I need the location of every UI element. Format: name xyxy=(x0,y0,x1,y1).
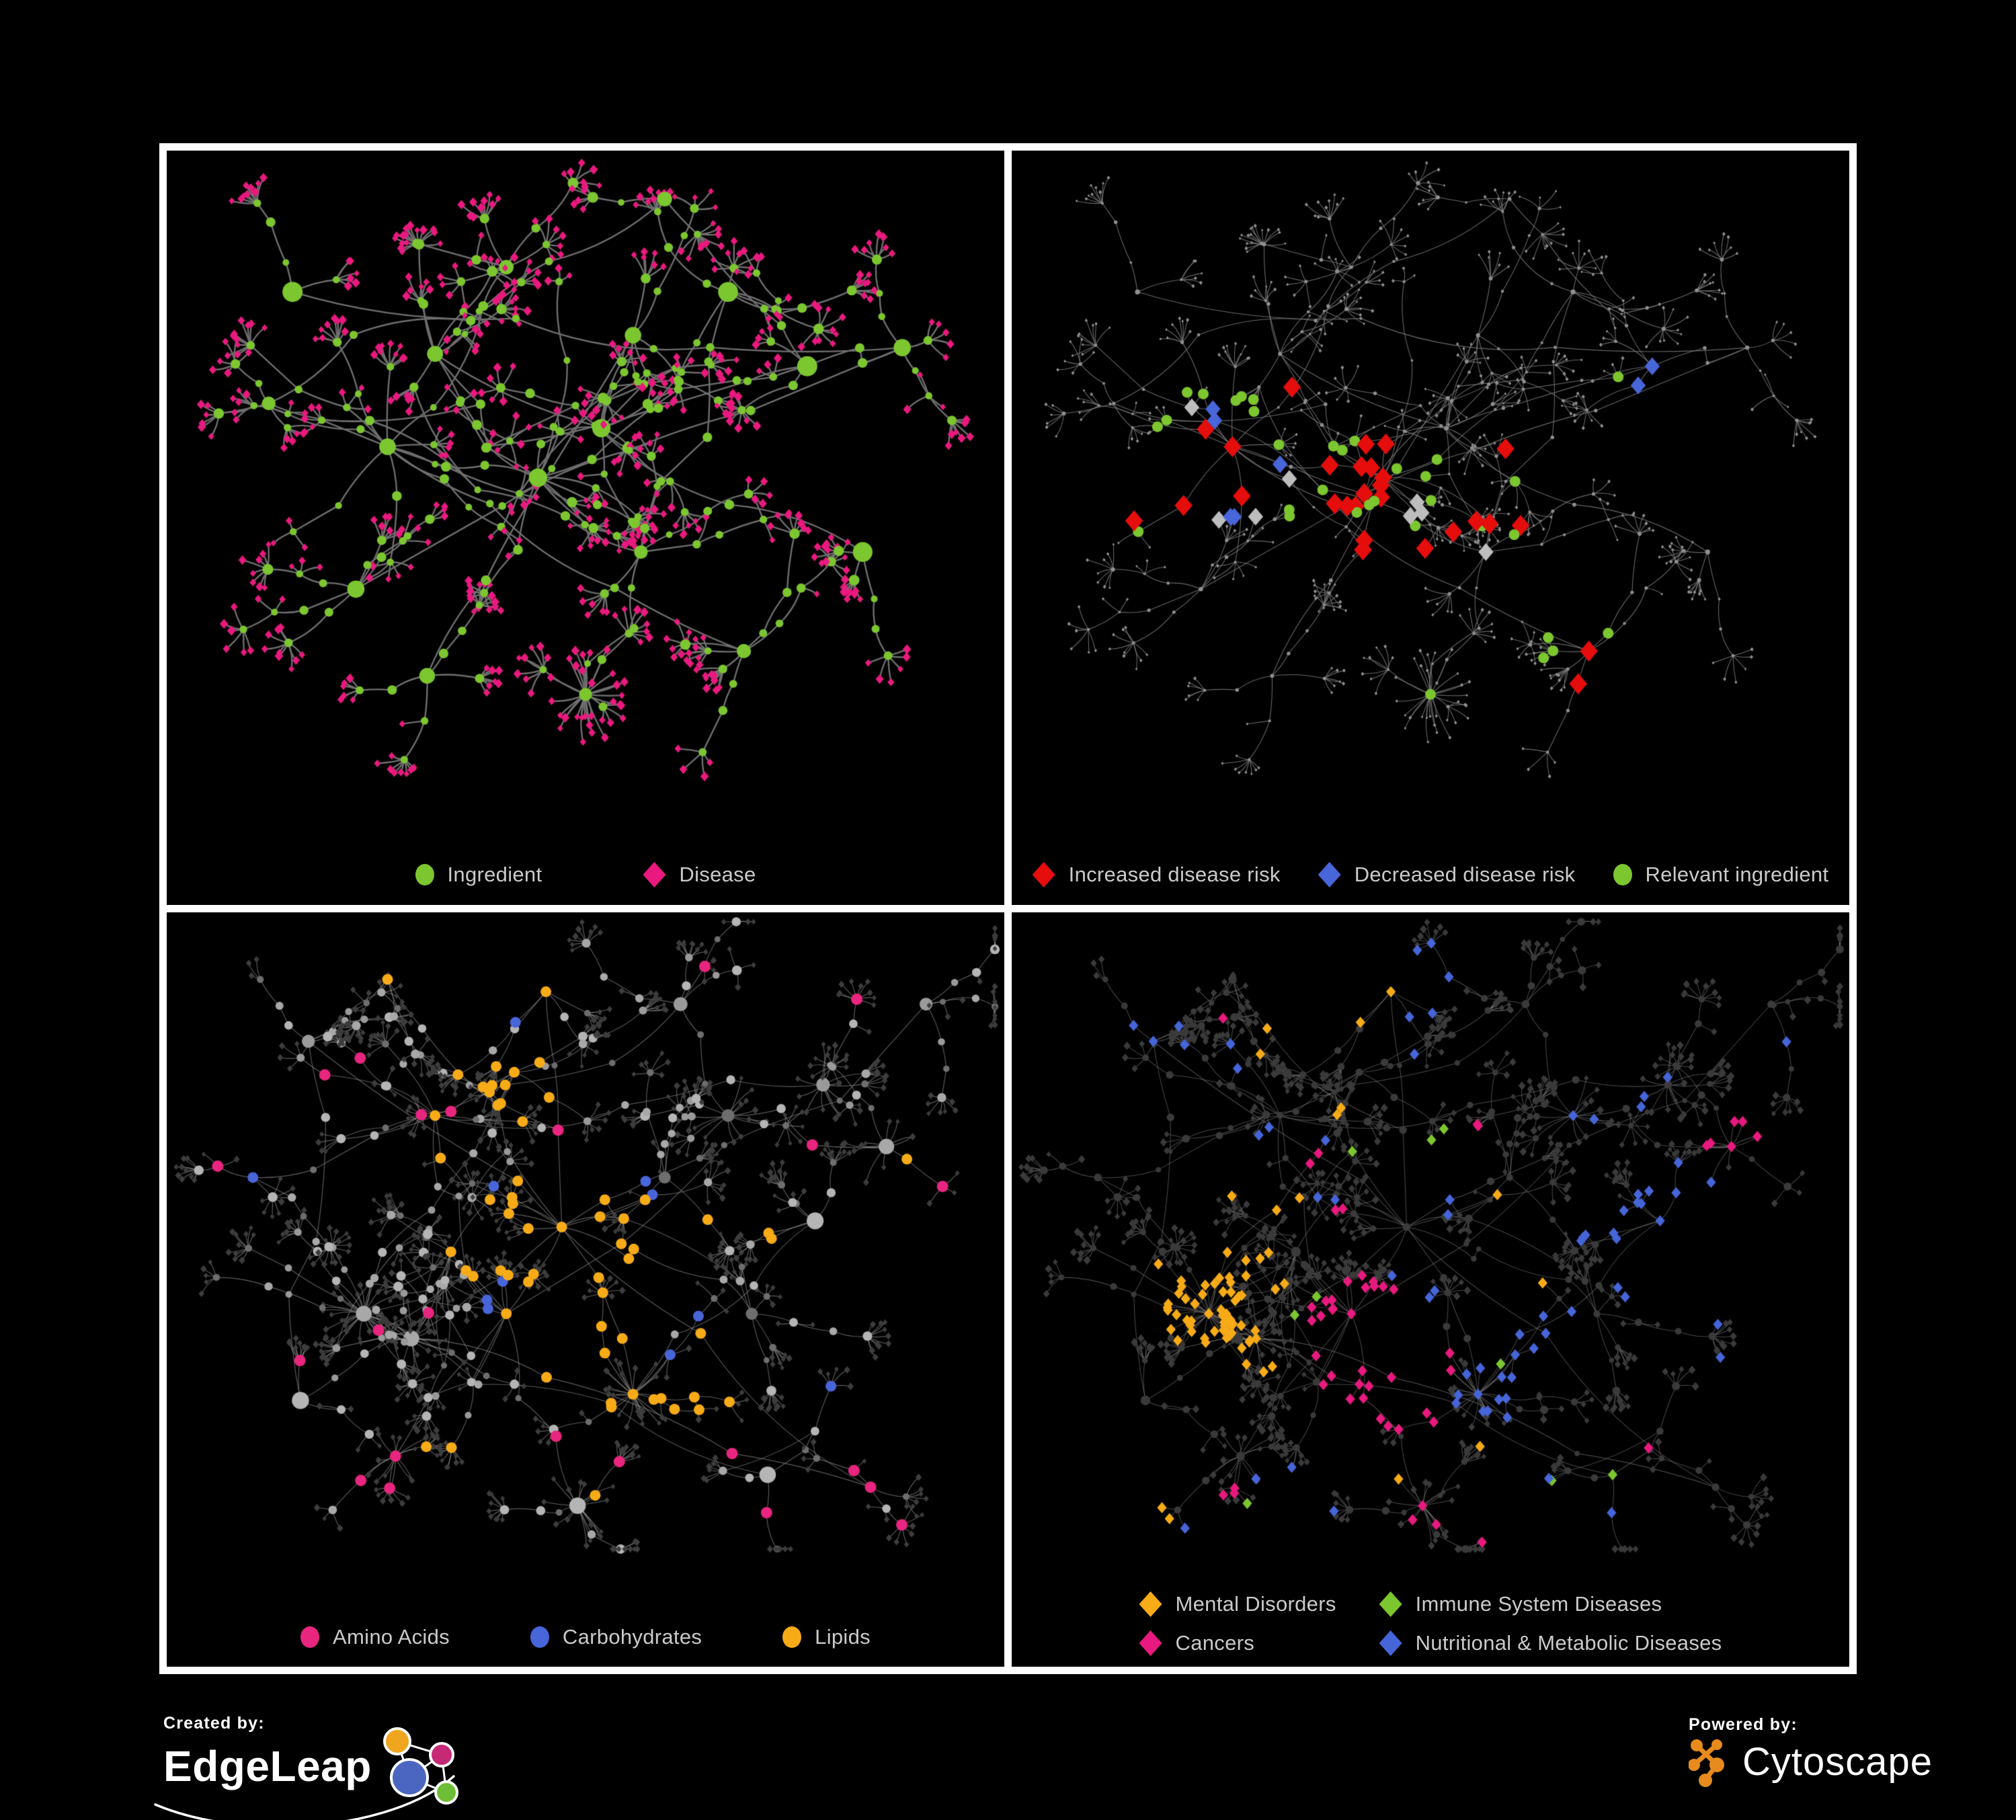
edgeleap-brand-text: EdgeLeap xyxy=(163,1742,372,1790)
legend-item-carbohydrates: Carbohydrates xyxy=(530,1625,702,1649)
legend-label: Mental Disorders xyxy=(1175,1592,1336,1616)
panel-disease-categories-network: Mental Disorders Immune System Diseases Ca… xyxy=(1012,912,1849,1667)
legend-label: Decreased disease risk xyxy=(1354,863,1576,886)
legend-item-nutritional-metabolic-diseases: Nutritional & Metabolic Diseases xyxy=(1379,1630,1722,1656)
diamond-swatch-icon xyxy=(1318,862,1341,887)
legend-label: Carbohydrates xyxy=(562,1625,702,1649)
legend-ingredient-disease: Ingredient Disease xyxy=(167,862,1004,887)
diamond-swatch-icon xyxy=(1379,1591,1402,1617)
circle-swatch-icon xyxy=(415,864,434,885)
legend-label: Amino Acids xyxy=(333,1625,450,1649)
legend-label: Immune System Diseases xyxy=(1415,1592,1662,1616)
panel-macronutrients-network: Amino Acids Carbohydrates Lipids xyxy=(167,912,1004,1667)
legend-item-increased-disease-risk: Increased disease risk xyxy=(1032,862,1281,887)
edgeleap-network-icon xyxy=(383,1727,458,1805)
edgeleap-logo: Created by: EdgeLeap xyxy=(154,1714,520,1820)
legend-label: Nutritional & Metabolic Diseases xyxy=(1415,1631,1722,1655)
created-by-label: Created by: xyxy=(163,1714,265,1733)
legend-item-amino-acids: Amino Acids xyxy=(300,1625,450,1649)
legend-label: Relevant ingredient xyxy=(1645,863,1829,886)
legend-disease-categories: Mental Disorders Immune System Diseases Ca… xyxy=(1012,1591,1849,1656)
legend-item-lipids: Lipids xyxy=(782,1625,871,1649)
legend-disease-risk: Increased disease risk Decreased disease … xyxy=(1012,862,1849,887)
panels-grid: Ingredient Disease Increased disease risk… xyxy=(159,143,1857,1674)
diamond-swatch-icon xyxy=(1379,1630,1402,1656)
circle-swatch-icon xyxy=(782,1626,802,1648)
cytoscape-brand-text: Cytoscape xyxy=(1742,1739,1933,1784)
diamond-swatch-icon xyxy=(1032,862,1055,887)
legend-label: Disease xyxy=(679,863,756,886)
legend-item-relevant-ingredient: Relevant ingredient xyxy=(1613,863,1829,887)
legend-label: Ingredient xyxy=(447,863,542,886)
panel-ingredient-disease-network: Ingredient Disease xyxy=(167,151,1004,905)
circle-swatch-icon xyxy=(300,1626,320,1648)
edgeleap-swoosh-icon xyxy=(154,1775,455,1820)
panel-disease-risk-network: Increased disease risk Decreased disease … xyxy=(1012,151,1849,905)
disease-risk-network-graph xyxy=(1012,151,1849,905)
diamond-swatch-icon xyxy=(1139,1630,1162,1656)
circle-swatch-icon xyxy=(1613,864,1632,885)
legend-item-cancers: Cancers xyxy=(1139,1630,1255,1656)
cytoscape-brand-row: Cytoscape xyxy=(1689,1736,1933,1787)
cytoscape-network-icon xyxy=(1689,1739,1724,1787)
diamond-swatch-icon xyxy=(643,862,666,887)
legend-item-mental-disorders: Mental Disorders xyxy=(1139,1591,1336,1617)
legend-macronutrients: Amino Acids Carbohydrates Lipids xyxy=(167,1625,1004,1649)
legend-label: Cancers xyxy=(1175,1631,1255,1655)
legend-item-disease: Disease xyxy=(643,862,756,887)
legend-label: Increased disease risk xyxy=(1068,863,1281,886)
edgeleap-brand-row: EdgeLeap xyxy=(154,1727,520,1820)
ingredient-disease-network-graph xyxy=(167,151,1004,905)
macronutrients-network-graph xyxy=(167,912,1004,1667)
legend-item-decreased-disease-risk: Decreased disease risk xyxy=(1318,862,1576,887)
legend-item-ingredient: Ingredient xyxy=(415,863,542,887)
powered-by-label: Powered by: xyxy=(1689,1715,1798,1734)
circle-swatch-icon xyxy=(530,1626,549,1648)
legend-item-immune-system-diseases: Immune System Diseases xyxy=(1379,1591,1662,1617)
legend-label: Lipids xyxy=(815,1625,871,1649)
cytoscape-logo: Powered by: Cytoscape xyxy=(1689,1715,1933,1787)
diamond-swatch-icon xyxy=(1139,1591,1162,1617)
disease-categories-network-graph xyxy=(1012,912,1849,1667)
